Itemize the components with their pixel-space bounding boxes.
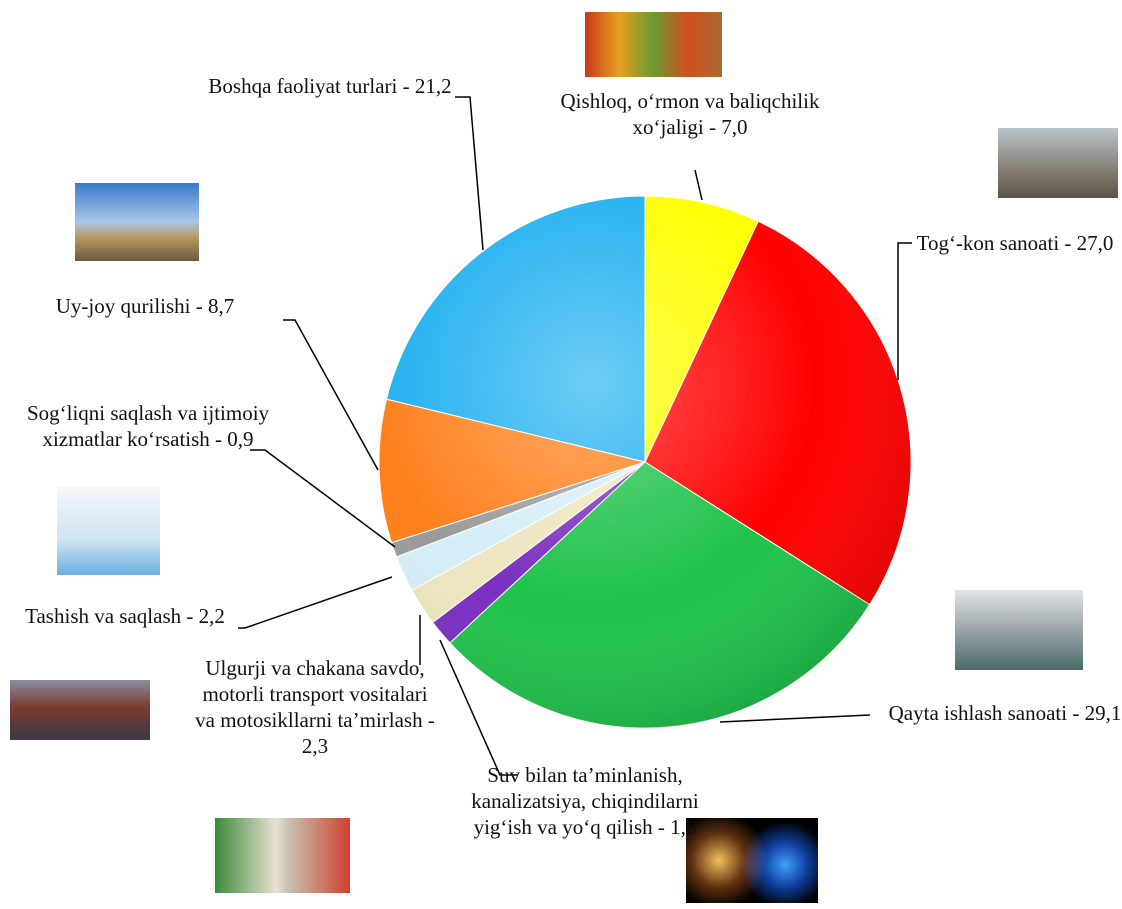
photo-utilities: [686, 818, 818, 903]
slice-label: Ulgurji va chakana savdo, motorli transp…: [190, 655, 440, 759]
photo-agriculture: [585, 12, 722, 77]
slice-label: Qishloq, o‘rmon va baliqchilik xo‘jaligi…: [560, 88, 820, 140]
photo-mining: [998, 128, 1118, 198]
slice-label: Boshqa faoliyat turlari - 21,2: [195, 73, 465, 99]
value-label: 2,3: [301, 734, 329, 758]
category-label: Suv bilan ta’minlanish, kanalizatsiya, c…: [471, 763, 699, 839]
photo-shop: [215, 818, 350, 893]
value-label: 0,9: [227, 427, 254, 451]
value-label: 8,7: [208, 294, 235, 318]
slice-label: Tashish va saqlash - 2,2: [5, 603, 245, 629]
category-label: Qayta ishlash sanoati -: [888, 701, 1080, 725]
leader-line: [694, 169, 703, 201]
slice-label: Sog‘liqni saqlash va ijtimoiy xizmatlar …: [18, 400, 278, 452]
slice-label: Qayta ishlash sanoati - 29,1: [870, 700, 1122, 726]
leader-line: [238, 576, 393, 629]
value-label: 27,0: [1076, 231, 1114, 255]
leader-line: [439, 639, 518, 776]
photo-factory: [955, 590, 1083, 670]
slice-label: Tog‘-kon sanoati - 27,0: [905, 230, 1122, 256]
slice-label: Uy-joy qurilishi - 8,7: [0, 293, 295, 319]
category-label: Boshqa faoliyat turlari -: [208, 74, 410, 98]
value-label: 1,6: [670, 815, 697, 839]
value-label: 29,1: [1084, 701, 1122, 725]
value-label: 21,2: [414, 74, 452, 98]
photo-truck: [10, 680, 150, 740]
category-label: Ulgurji va chakana savdo, motorli transp…: [195, 656, 435, 732]
category-label: Qishloq, o‘rmon va baliqchilik xo‘jaligi…: [560, 89, 820, 139]
leader-line: [283, 319, 379, 471]
photo-buildings: [75, 183, 199, 261]
value-label: 2,2: [198, 604, 225, 628]
category-label: Tashish va saqlash -: [25, 604, 194, 628]
leader-line: [719, 714, 871, 723]
leader-line: [897, 242, 912, 380]
photo-doctor: [57, 487, 160, 575]
category-label: Uy-joy qurilishi -: [55, 294, 203, 318]
category-label: Tog‘-kon sanoati -: [916, 231, 1072, 255]
leader-line: [250, 449, 396, 548]
slice-label: Suv bilan ta’minlanish, kanalizatsiya, c…: [460, 762, 710, 840]
value-label: 7,0: [721, 115, 748, 139]
leader-line: [455, 96, 484, 251]
category-label: Sog‘liqni saqlash va ijtimoiy xizmatlar …: [26, 401, 270, 451]
